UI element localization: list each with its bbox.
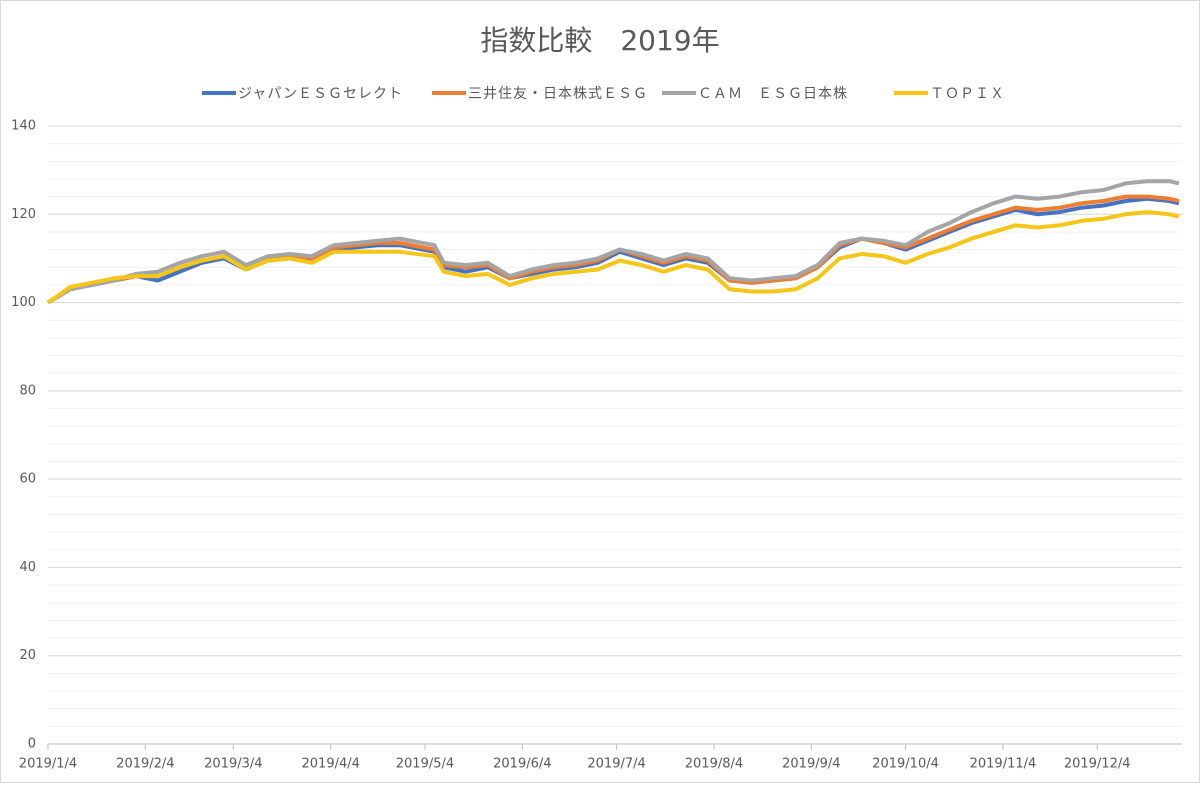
x-tick-label: 2019/6/4 [493, 757, 551, 772]
x-tick-label: 2019/4/4 [302, 757, 360, 772]
y-tick-label: 60 [19, 472, 36, 487]
y-tick-label: 80 [19, 383, 36, 398]
x-tick-label: 2019/1/4 [19, 757, 77, 772]
x-tick-label: 2019/10/4 [872, 757, 939, 772]
series-line [46, 210, 1180, 305]
legend-label: ジャパンＥＳＧセレクト [238, 86, 403, 102]
x-tick-label: 2019/3/4 [204, 757, 262, 772]
y-tick-label: 140 [11, 119, 36, 134]
legend-label: ＣＡＭ ＥＳＧ日本株 [698, 86, 848, 102]
y-tick-label: 100 [11, 295, 36, 310]
legend-label: 三井住友・日本株式ＥＳＧ [468, 86, 648, 102]
y-tick-label: 120 [11, 207, 36, 222]
x-tick-label: 2019/7/4 [587, 757, 645, 772]
series-line [46, 179, 1180, 305]
x-tick-label: 2019/2/4 [116, 757, 174, 772]
y-tick-label: 20 [19, 648, 36, 663]
x-tick-label: 2019/9/4 [782, 757, 840, 772]
x-tick-label: 2019/11/4 [970, 757, 1037, 772]
x-tick-label: 2019/8/4 [685, 757, 743, 772]
x-tick-label: 2019/5/4 [396, 757, 454, 772]
plot-area [46, 179, 1180, 305]
y-tick-label: 0 [28, 737, 36, 752]
x-tick-label: 2019/12/4 [1064, 757, 1131, 772]
y-tick-label: 40 [19, 560, 36, 575]
chart-title: 指数比較 2019年 [480, 24, 719, 57]
grid [48, 125, 1182, 745]
legend-label: ＴＯＰＩＸ [930, 86, 1005, 102]
